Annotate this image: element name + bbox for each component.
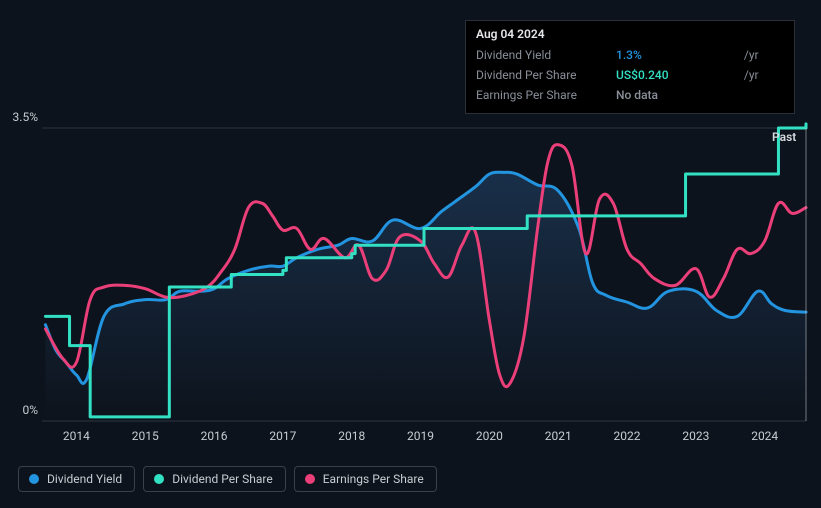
legend-label: Earnings Per Share (323, 472, 424, 486)
tooltip-row: Dividend Per Share US$0.240 /yr (476, 65, 784, 85)
tooltip-row: Dividend Yield 1.3% /yr (476, 45, 784, 65)
legend-toggle-earnings-per-share[interactable]: Earnings Per Share (294, 466, 437, 492)
x-axis-tick: 2016 (201, 429, 228, 443)
tooltip-row-value: US$0.240 (616, 65, 740, 85)
legend-label: Dividend Per Share (172, 472, 273, 486)
x-axis-tick: 2014 (63, 429, 90, 443)
x-axis-tick: 2019 (407, 429, 434, 443)
tooltip-row-label: Dividend Per Share (476, 65, 616, 85)
x-axis-tick: 2023 (682, 429, 709, 443)
x-axis-tick: 2022 (614, 429, 641, 443)
x-axis-tick: 2015 (132, 429, 159, 443)
legend-dot-icon (154, 474, 164, 484)
legend-toggle-dividend-yield[interactable]: Dividend Yield (18, 466, 135, 492)
legend-dot-icon (305, 474, 315, 484)
legend-toggle-dividend-per-share[interactable]: Dividend Per Share (143, 466, 286, 492)
x-axis-tick: 2018 (338, 429, 365, 443)
tooltip-row: Earnings Per Share No data (476, 85, 784, 105)
chart-container: Aug 04 2024 Dividend Yield 1.3% /yrDivid… (0, 0, 821, 508)
tooltip-row-label: Dividend Yield (476, 45, 616, 65)
x-axis-tick: 2021 (545, 429, 572, 443)
tooltip-table: Dividend Yield 1.3% /yrDividend Per Shar… (476, 45, 784, 105)
legend-label: Dividend Yield (47, 472, 122, 486)
legend-dot-icon (29, 474, 39, 484)
x-axis-tick: 2024 (751, 429, 778, 443)
tooltip-row-unit: /yr (740, 65, 784, 85)
x-axis-tick: 2020 (476, 429, 503, 443)
x-axis-tick: 2017 (269, 429, 296, 443)
y-axis-tick: 0% (2, 403, 38, 417)
y-axis-tick: 3.5% (2, 110, 38, 124)
legend-row: Dividend Yield Dividend Per Share Earnings… (18, 466, 437, 492)
tooltip-row-unit: /yr (740, 45, 784, 65)
tooltip-row-label: Earnings Per Share (476, 85, 616, 105)
tooltip-row-value: No data (616, 85, 740, 105)
tooltip-row-unit (740, 85, 784, 105)
past-segment-label: Past (772, 130, 796, 144)
tooltip-row-value: 1.3% (616, 45, 740, 65)
chart-tooltip: Aug 04 2024 Dividend Yield 1.3% /yrDivid… (465, 20, 795, 114)
tooltip-date: Aug 04 2024 (476, 27, 784, 41)
